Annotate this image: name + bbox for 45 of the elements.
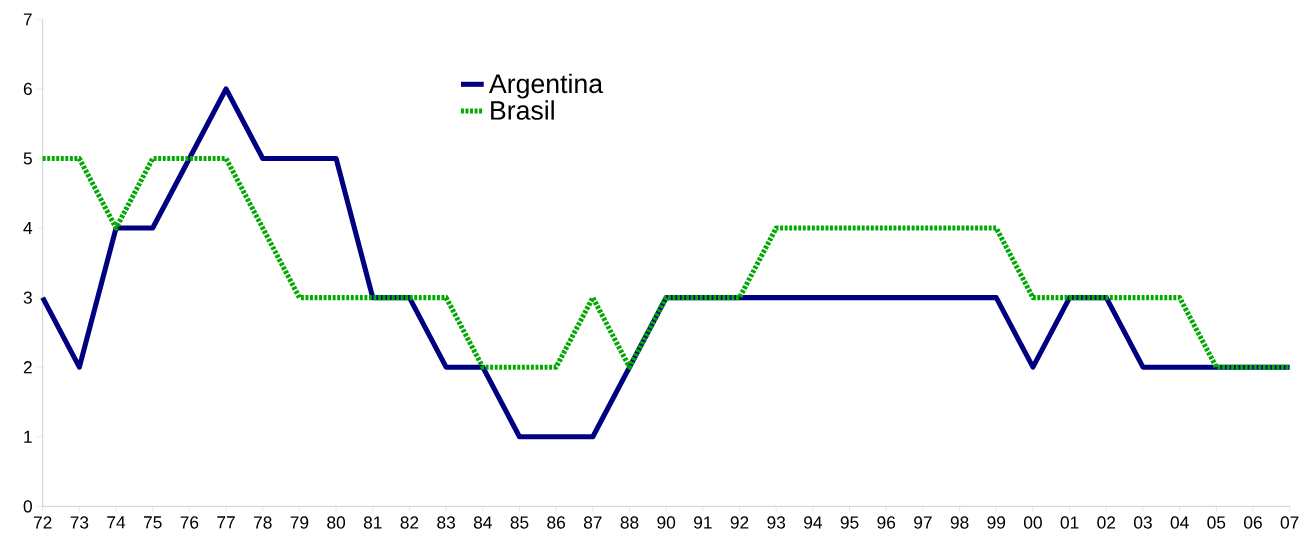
x-tick-label: 93 xyxy=(767,516,786,529)
x-tick-label: 94 xyxy=(804,516,823,529)
x-tick-label: 05 xyxy=(1207,516,1226,529)
x-tick-label: 78 xyxy=(253,516,272,529)
x-tick-label: 79 xyxy=(290,516,309,529)
x-tick-label: 95 xyxy=(840,516,859,529)
x-tick-label: 88 xyxy=(620,516,639,529)
x-tick-label: 98 xyxy=(950,516,969,529)
y-tick-label: 5 xyxy=(23,152,32,165)
y-tick-label: 3 xyxy=(23,291,32,304)
y-tick-label: 6 xyxy=(23,82,32,96)
x-tick-label: 72 xyxy=(33,516,52,529)
x-tick-label: 02 xyxy=(1097,516,1116,529)
y-tick-label: 2 xyxy=(23,361,32,374)
x-tick-label: 03 xyxy=(1133,516,1152,529)
x-tick-label: 90 xyxy=(657,516,676,529)
x-tick-label: 85 xyxy=(510,516,529,529)
x-tick-label: 73 xyxy=(70,516,89,529)
x-tick-label: 83 xyxy=(437,516,455,529)
y-tick-label: 0 xyxy=(23,500,32,513)
x-tick-label: 77 xyxy=(217,516,235,529)
x-tick-label: 84 xyxy=(473,516,492,529)
x-tick-label: 86 xyxy=(547,516,566,529)
x-tick-label: 76 xyxy=(180,516,199,529)
x-tick-label: 99 xyxy=(987,516,1006,529)
x-tick-label: 80 xyxy=(327,516,346,529)
y-tick-label: 1 xyxy=(24,430,32,443)
y-tick-label: 7 xyxy=(23,13,32,26)
x-tick-label: 74 xyxy=(107,516,126,529)
x-tick-label: 81 xyxy=(363,516,382,529)
x-tick-label: 04 xyxy=(1170,516,1189,529)
x-tick-label: 07 xyxy=(1280,516,1299,529)
x-tick-label: 75 xyxy=(143,516,162,529)
x-tick-label: 06 xyxy=(1244,516,1262,529)
x-tick-label: 00 xyxy=(1023,516,1042,529)
legend-label: Argentina xyxy=(488,73,604,99)
x-tick-label: 96 xyxy=(877,516,896,529)
x-tick-label: 82 xyxy=(400,516,419,529)
legend-label: Brasil xyxy=(491,100,554,120)
x-tick-label: 97 xyxy=(914,516,932,529)
x-tick-label: 92 xyxy=(730,516,749,529)
x-tick-label: 91 xyxy=(694,516,712,529)
y-tick-label: 4 xyxy=(23,222,33,235)
x-tick-label: 01 xyxy=(1060,516,1079,529)
x-tick-label: 87 xyxy=(583,516,602,529)
